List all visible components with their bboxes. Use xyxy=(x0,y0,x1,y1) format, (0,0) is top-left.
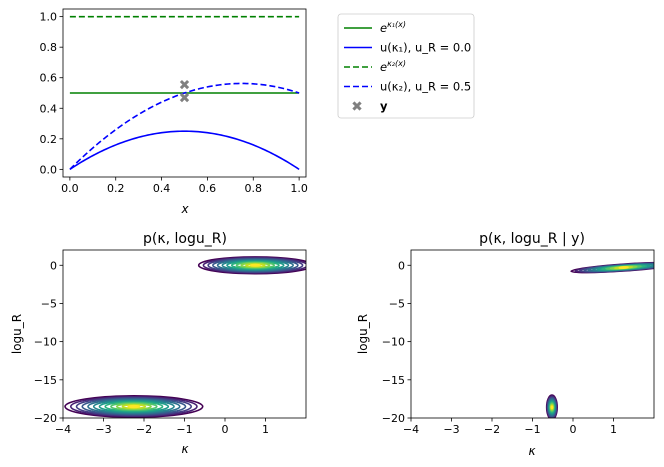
observation-marker xyxy=(179,79,190,90)
prior-axes: p(κ, logu_R) −4 −3 −2 −1 0 10−5−10−15−20 κ lo… xyxy=(10,231,307,456)
posterior-mode-peak xyxy=(620,266,627,269)
prior-x-tick-label: −1 xyxy=(176,423,192,436)
prior-contour-level xyxy=(98,400,170,413)
prior-contour-level xyxy=(92,399,175,414)
observation-marker xyxy=(179,92,190,103)
prior-contour-level xyxy=(110,402,158,411)
prior-mode-peak xyxy=(251,264,259,267)
prior-x-tick-label: 0 xyxy=(222,423,229,436)
prior-x-axis-label: κ xyxy=(181,442,189,456)
top-x-tick-label: 1.0 xyxy=(290,182,308,195)
legend-label: u(κ₁), u_R = 0.0 xyxy=(380,41,471,55)
prior-contour-level xyxy=(87,398,181,415)
posterior-y-tick-label: 0 xyxy=(398,259,405,272)
top-y-tick-label: 0.2 xyxy=(40,133,58,146)
posterior-x-tick-label: −4 xyxy=(403,423,419,436)
posterior-title: p(κ, logu_R | y) xyxy=(479,231,585,247)
legend: eκ₁(x) u(κ₁), u_R = 0.0 eκ₂(x) u(κ₂), u_R =… xyxy=(337,13,475,119)
posterior-x-tick-label: −2 xyxy=(484,423,500,436)
posterior-mode-peak xyxy=(551,406,553,409)
legend-entry: y xyxy=(352,99,388,113)
legend-label: eκ₁(x) xyxy=(380,20,406,35)
prior-y-tick-label: −20 xyxy=(34,412,57,425)
prior-contour-level xyxy=(81,397,187,416)
legend-entry: eκ₂(x) xyxy=(344,59,406,74)
prior-contour-level xyxy=(75,396,193,417)
posterior-axes: p(κ, logu_R | y) −4 −3 −2 −1 0 10−5−10−15−20 … xyxy=(356,231,655,458)
posterior-y-axis-label: logu_R xyxy=(356,314,370,354)
posterior-x-axis-label: κ xyxy=(528,444,536,458)
prior-x-tick-label: −2 xyxy=(136,423,152,436)
series-line-4 xyxy=(69,82,300,170)
prior-x-tick-label: 1 xyxy=(262,423,269,436)
top-y-tick-label: 0.8 xyxy=(40,41,58,54)
legend-label: eκ₂(x) xyxy=(380,59,406,74)
top-axes: 0.0 0.2 0.4 0.6 0.8 1.0 0.0 0.2 0.4 0.6 0.8 1.0 x xyxy=(40,8,308,216)
posterior-y-tick-label: −5 xyxy=(389,297,405,310)
prior-x-tick-label: −4 xyxy=(55,423,71,436)
prior-contour-level xyxy=(64,395,204,418)
top-x-axis-label: x xyxy=(180,202,189,216)
posterior-x-tick-label: −3 xyxy=(443,423,459,436)
posterior-x-tick-label: 1 xyxy=(610,423,617,436)
prior-y-tick-label: −10 xyxy=(34,336,57,349)
prior-contour-level xyxy=(115,403,152,411)
top-y-tick-label: 0.0 xyxy=(40,163,58,176)
series-line-2 xyxy=(69,130,300,171)
prior-y-tick-label: −15 xyxy=(34,374,57,387)
legend-label: u(κ₂), u_R = 0.5 xyxy=(380,80,471,94)
prior-contour-level xyxy=(127,404,141,409)
posterior-x-tick-label: −1 xyxy=(524,423,540,436)
top-x-tick-label: 0.6 xyxy=(199,182,217,195)
top-y-tick-label: 0.4 xyxy=(40,102,58,115)
top-x-tick-label: 0.8 xyxy=(245,182,263,195)
top-x-tick-label: 0.2 xyxy=(107,182,125,195)
prior-title: p(κ, logu_R) xyxy=(143,231,227,247)
posterior-x-tick-label: 0 xyxy=(570,423,577,436)
prior-y-axis-label: logu_R xyxy=(10,314,24,354)
prior-mode-peak xyxy=(129,405,139,408)
posterior-y-tick-label: −15 xyxy=(382,374,405,387)
prior-contour-level xyxy=(104,401,164,412)
posterior-y-tick-label: −20 xyxy=(382,412,405,425)
legend-entry: u(κ₁), u_R = 0.0 xyxy=(344,41,471,55)
prior-x-tick-label: −3 xyxy=(95,423,111,436)
legend-label: y xyxy=(380,99,388,113)
legend-entry: u(κ₂), u_R = 0.5 xyxy=(344,80,471,94)
prior-contour-level xyxy=(121,403,147,410)
prior-contour-level xyxy=(69,395,198,418)
legend-entry: eκ₁(x) xyxy=(344,20,406,35)
top-x-tick-label: 0.4 xyxy=(153,182,171,195)
prior-y-tick-label: −5 xyxy=(41,297,57,310)
top-y-tick-label: 0.6 xyxy=(40,72,58,85)
posterior-y-tick-label: −10 xyxy=(382,336,405,349)
prior-y-tick-label: 0 xyxy=(50,259,57,272)
top-x-tick-label: 0.0 xyxy=(61,182,79,195)
top-y-tick-label: 1.0 xyxy=(40,11,58,24)
